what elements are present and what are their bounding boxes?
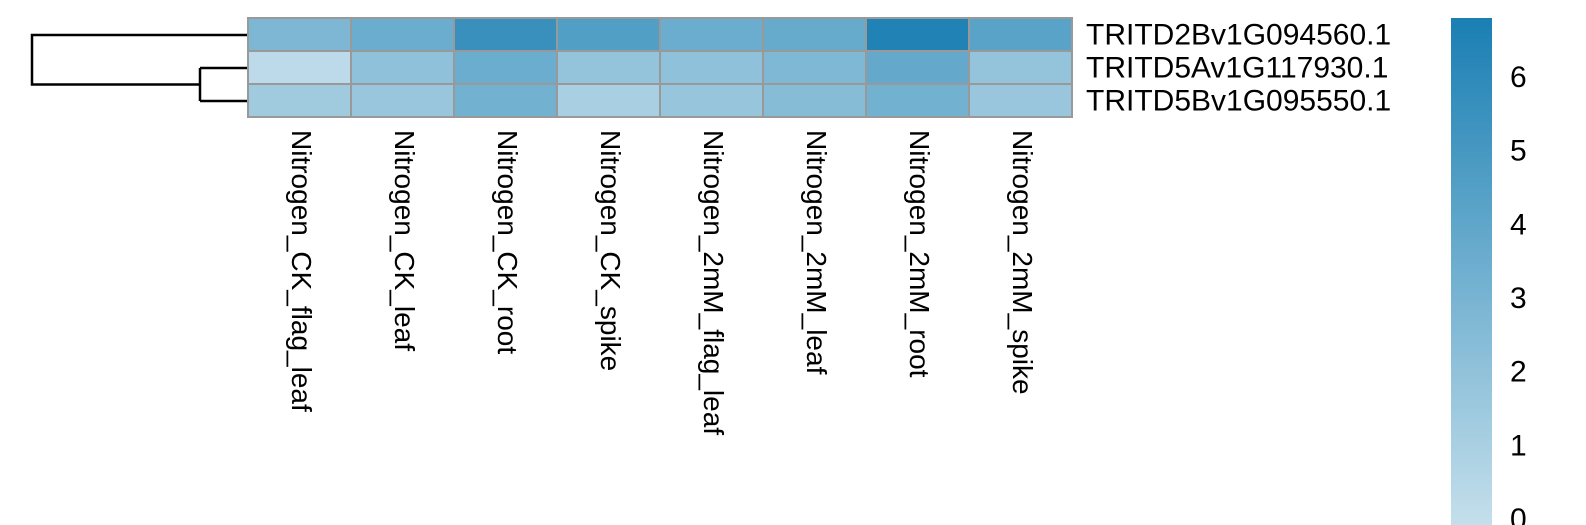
heatmap-cell xyxy=(762,17,867,52)
heatmap-cell xyxy=(247,17,352,52)
column-label: Nitrogen_CK_leaf xyxy=(389,130,420,351)
row-label: TRITD5Av1G117930.1 xyxy=(1086,51,1388,84)
column-label: Nitrogen_CK_flag_leaf xyxy=(286,130,317,412)
heatmap-cell xyxy=(762,50,867,85)
heatmap-cell xyxy=(556,83,661,118)
heatmap-cell xyxy=(968,17,1073,52)
heatmap-cell xyxy=(968,50,1073,85)
heatmap-cell xyxy=(659,50,764,85)
colorbar-tick-label: 6 xyxy=(1510,61,1527,94)
heatmap-cell xyxy=(556,17,661,52)
colorbar-tick-label: 2 xyxy=(1510,356,1527,389)
heatmap-cell xyxy=(659,83,764,118)
dendrogram xyxy=(30,33,247,103)
heatmap-cell xyxy=(659,17,764,52)
column-label: Nitrogen_2mM_flag_leaf xyxy=(698,130,729,435)
heatmap-cell xyxy=(865,17,970,52)
column-label: Nitrogen_CK_root xyxy=(492,130,523,354)
heatmap-cell xyxy=(350,50,455,85)
heatmap-cell xyxy=(453,17,558,52)
column-label: Nitrogen_2mM_leaf xyxy=(801,130,832,375)
heatmap-cell xyxy=(247,83,352,118)
colorbar-tick-label: 3 xyxy=(1510,282,1527,315)
row-label: TRITD2Bv1G094560.1 xyxy=(1086,18,1391,51)
heatmap-cell xyxy=(453,83,558,118)
heatmap-cell xyxy=(556,50,661,85)
heatmap-cell xyxy=(865,83,970,118)
heatmap-cell xyxy=(350,17,455,52)
heatmap-cell xyxy=(968,83,1073,118)
colorbar-tick-label: 1 xyxy=(1510,429,1527,462)
heatmap-cell xyxy=(247,50,352,85)
heatmap-cell xyxy=(865,50,970,85)
colorbar-tick-label: 0 xyxy=(1510,503,1527,525)
column-label: Nitrogen_2mM_root xyxy=(904,130,935,378)
colorbar-tick-label: 4 xyxy=(1510,208,1527,241)
row-label: TRITD5Bv1G095550.1 xyxy=(1086,84,1391,117)
colorbar-tick-label: 5 xyxy=(1510,135,1527,168)
heatmap-cell xyxy=(453,50,558,85)
column-label: Nitrogen_2mM_spike xyxy=(1007,130,1038,395)
heatmap-cell xyxy=(350,83,455,118)
colorbar xyxy=(1451,18,1492,525)
heatmap-cell xyxy=(762,83,867,118)
column-label: Nitrogen_CK_spike xyxy=(595,130,626,371)
